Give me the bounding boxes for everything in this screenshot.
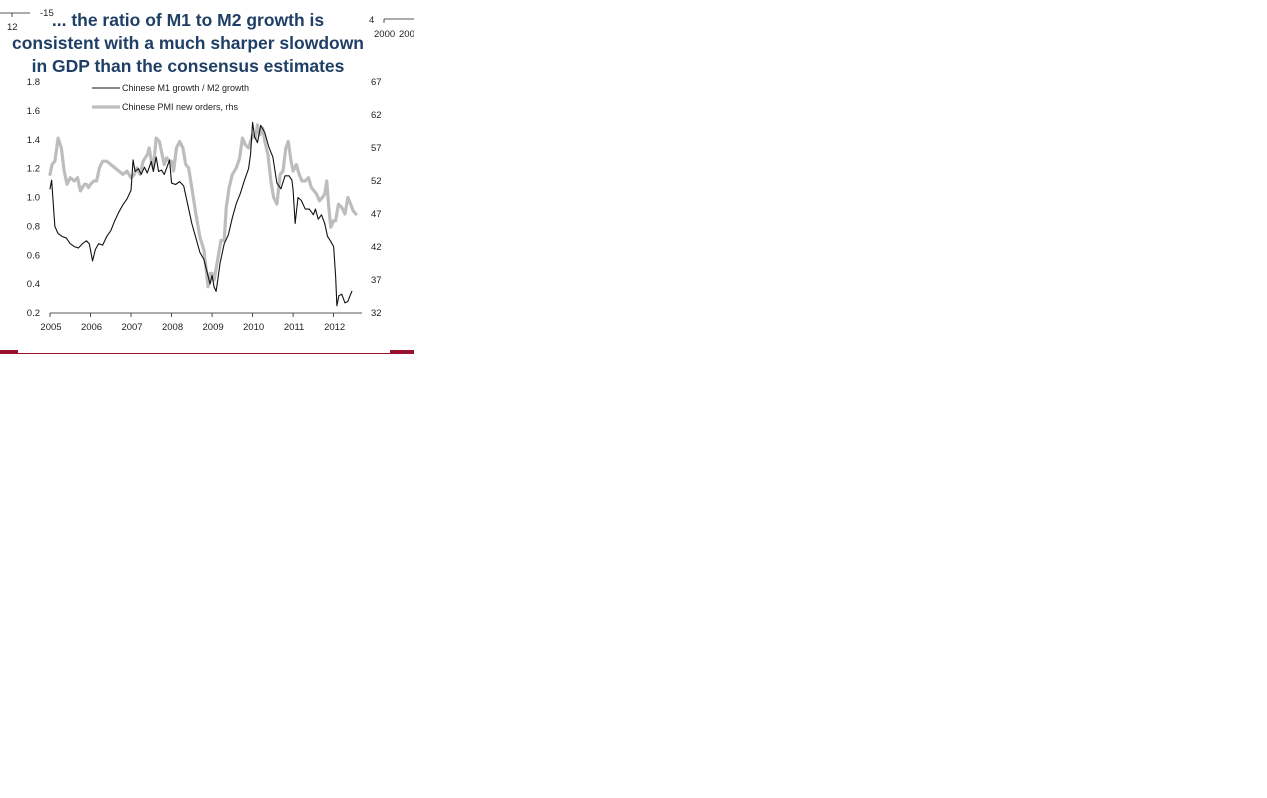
y-left-tick-label: 1.2 xyxy=(27,164,40,175)
y-right-tick-label: 42 xyxy=(371,242,382,253)
y-right-tick-label: 52 xyxy=(371,176,382,187)
y-right-tick-label: 62 xyxy=(371,110,382,121)
x-tick-label: 2012 xyxy=(324,322,345,333)
y-right-tick-label: 67 xyxy=(371,77,382,88)
y-left-tick-label: 1.4 xyxy=(27,135,40,146)
series-layer xyxy=(48,121,358,307)
chart-title-line-3: in GDP than the consensus estimates xyxy=(32,56,345,76)
x-tick-label: 2005 xyxy=(40,322,61,333)
chart-title-line-2: consistent with a much sharper slowdown xyxy=(12,33,364,53)
y-left-tick-label: 0.2 xyxy=(27,308,40,319)
x-tick-label: 2006 xyxy=(81,322,102,333)
x-tick-label: 2010 xyxy=(243,322,264,333)
y-right-tick-label: 37 xyxy=(371,275,382,286)
y-left-tick-label: 1.8 xyxy=(27,77,40,88)
series-line-m1-m2-ratio xyxy=(49,121,353,307)
y-left-tick-label: 0.4 xyxy=(27,279,40,290)
fragment-left-number: 12 xyxy=(7,22,18,33)
chart-svg: 12 -15 4 2000 200 ... the ratio of M1 to… xyxy=(0,8,414,354)
x-tick-label: 2008 xyxy=(162,322,183,333)
y-left-tick-label: 1.0 xyxy=(27,193,40,204)
y-left-tick-label: 0.6 xyxy=(27,250,40,261)
x-tick-label: 2009 xyxy=(203,322,224,333)
chart-panel: 12 -15 4 2000 200 ... the ratio of M1 to… xyxy=(0,0,414,360)
y-right-tick-label: 32 xyxy=(371,308,382,319)
footer-accent-left xyxy=(0,350,18,354)
fragment-right-year-2: 200 xyxy=(399,29,414,40)
series-line-pmi-new-orders xyxy=(48,123,358,289)
legend-label-m1-m2: Chinese M1 growth / M2 growth xyxy=(122,83,249,93)
legend-label-pmi: Chinese PMI new orders, rhs xyxy=(122,102,239,112)
x-tick-label: 2007 xyxy=(121,322,142,333)
y-left-tick-label: 0.8 xyxy=(27,221,40,232)
y-right-tick-label: 57 xyxy=(371,143,382,154)
fragment-left-top-number: -15 xyxy=(40,8,54,19)
chart-title-line-1: ... the ratio of M1 to M2 growth is xyxy=(52,10,324,30)
y-right-tick-label: 47 xyxy=(371,209,382,220)
fragment-right-number: 4 xyxy=(369,15,374,26)
x-tick-label: 2011 xyxy=(284,322,304,333)
axis-layer: 2005 2006 2007 2008 2009 2010 2011 2012 1.8 1.6 1.… xyxy=(27,77,382,333)
footer-accent-right xyxy=(390,350,414,354)
fragment-right-year-1: 2000 xyxy=(374,29,395,40)
y-left-tick-label: 1.6 xyxy=(27,106,40,117)
